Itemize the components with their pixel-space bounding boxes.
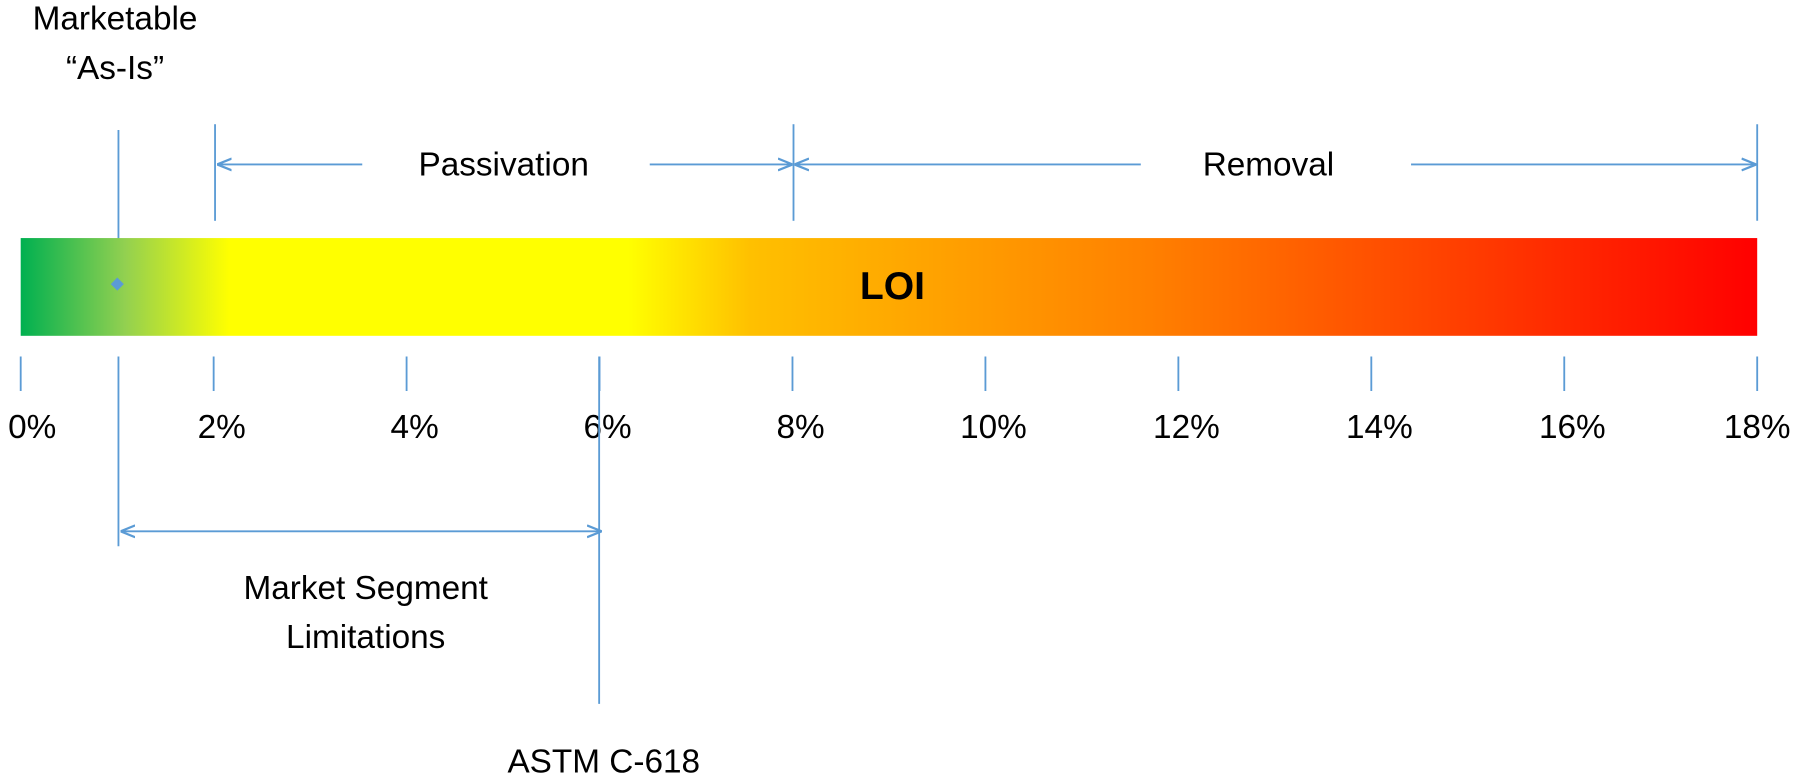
tick-label: 10% [960,409,1027,446]
standard-label: ASTM C-618 [507,743,700,778]
marketable-label: Marketable [33,1,198,38]
bar-label: LOI [860,265,925,308]
tick-label: 14% [1346,409,1413,446]
range-label: Removal [1203,147,1335,184]
loi-bar [20,238,1758,336]
range-label: Passivation [418,147,588,184]
axis: 0% 2% 4% 6% 8% 10% 12% 14% 16% 18% [8,356,1791,446]
marketable-label: “As-Is” [66,50,164,87]
tick-label: 16% [1539,409,1606,446]
tick-label: 12% [1153,409,1220,446]
tick-label: 18% [1724,409,1791,446]
tick-label: 4% [391,409,439,446]
tick-label: 8% [776,409,824,446]
range-label: Limitations [286,619,445,656]
range-label: Market Segment [243,570,488,607]
tick-label: 2% [198,409,246,446]
tick-label: 6% [583,409,631,446]
marker-diamond [110,277,124,291]
tick-label: 0% [8,409,56,446]
